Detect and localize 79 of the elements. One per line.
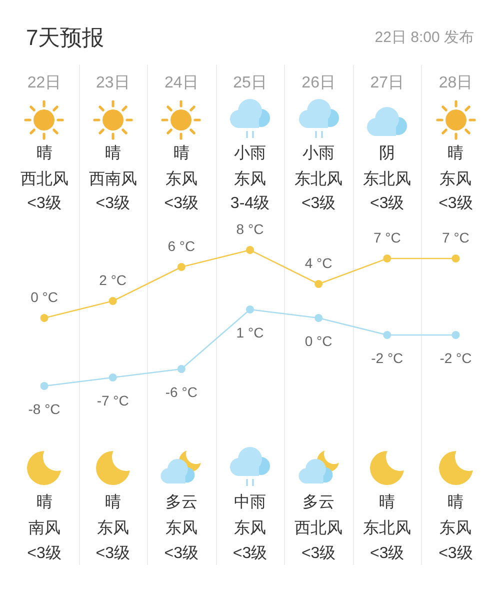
text: <3级 — [300, 544, 337, 564]
x-tick-label: 22日 — [27, 74, 62, 92]
text: 西南风 — [88, 170, 138, 190]
text: <3级 — [438, 194, 474, 214]
text: 小雨 — [232, 144, 267, 164]
text: 中雨 — [232, 493, 267, 513]
point — [452, 331, 460, 339]
text: <3级 — [369, 544, 406, 564]
text: 晴 — [446, 493, 465, 513]
x-tick-label: 23日 — [96, 74, 130, 92]
text: <3级 — [26, 544, 62, 564]
text: 晴 — [104, 144, 122, 164]
data-label: 7 °C — [442, 230, 470, 246]
text: 晴 — [446, 144, 465, 164]
data-label: -2 °C — [440, 350, 472, 366]
text: 西北风 — [294, 519, 344, 539]
text: 东风 — [164, 519, 198, 539]
text: 东风 — [438, 519, 473, 539]
data-label: 6 °C — [168, 238, 196, 254]
text: <3级 — [300, 194, 337, 214]
point — [383, 331, 392, 339]
data-label: -2 °C — [371, 350, 404, 366]
point — [246, 246, 254, 254]
chart-title: 7天预报 — [26, 24, 104, 52]
chart-subtitle: 22日 8:00 发布 — [374, 28, 474, 48]
text: 多云 — [164, 493, 198, 513]
point — [246, 306, 254, 314]
data-label: 7 °C — [373, 230, 401, 246]
text: 3-4级 — [229, 194, 271, 214]
point — [40, 382, 48, 390]
x-tick-label: 25日 — [233, 74, 267, 92]
text: 晴 — [378, 493, 396, 513]
text: <3级 — [26, 194, 62, 214]
text: 东北风 — [294, 170, 344, 190]
point — [383, 254, 392, 262]
data-label: 4 °C — [304, 255, 332, 271]
data-label: -8 °C — [28, 401, 60, 417]
text: 东风 — [164, 170, 198, 190]
text: 晴 — [35, 493, 54, 513]
text: 东风 — [96, 519, 130, 539]
data-label: -6 °C — [165, 384, 198, 400]
text: 东北风 — [362, 519, 412, 539]
point — [314, 280, 323, 288]
point — [177, 263, 186, 271]
text: 东风 — [232, 519, 267, 539]
text: <3级 — [94, 544, 131, 564]
point — [452, 254, 460, 262]
text: 东北风 — [362, 170, 412, 190]
text: 南风 — [27, 519, 62, 539]
point — [108, 374, 117, 382]
text: 西北风 — [19, 170, 70, 190]
data-label: 1 °C — [236, 324, 264, 340]
text: 晴 — [172, 144, 190, 164]
text: 阴 — [378, 144, 396, 164]
text: 小雨 — [302, 144, 336, 164]
data-label: 0 °C — [304, 333, 332, 349]
text: 东风 — [438, 170, 473, 190]
point — [108, 297, 117, 305]
point — [314, 314, 323, 322]
text: 晴 — [35, 144, 54, 164]
text: <3级 — [438, 544, 474, 564]
x-tick-label: 24日 — [164, 74, 198, 92]
data-label: 2 °C — [99, 272, 127, 288]
x-tick-label: 28日 — [438, 74, 473, 92]
text: <3级 — [94, 194, 131, 214]
text: 多云 — [302, 493, 336, 513]
x-tick-label: 27日 — [370, 74, 404, 92]
text: <3级 — [163, 544, 200, 564]
text: <3级 — [369, 194, 406, 214]
data-label: 0 °C — [30, 289, 58, 305]
point — [177, 365, 186, 373]
text: <3级 — [232, 544, 268, 564]
data-label: -7 °C — [96, 392, 129, 408]
data-label: 8 °C — [236, 221, 264, 237]
x-tick-label: 26日 — [302, 74, 336, 92]
point — [40, 314, 48, 322]
text: <3级 — [163, 194, 200, 214]
text: 晴 — [104, 493, 122, 513]
text: 东风 — [232, 170, 267, 190]
